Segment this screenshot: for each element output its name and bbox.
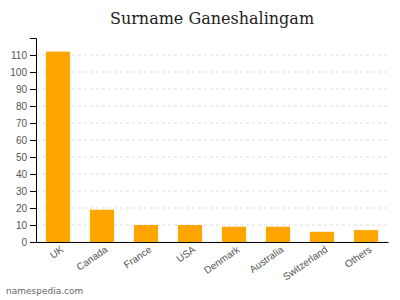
y-tick: 30 bbox=[16, 186, 36, 197]
x-tick: Australia bbox=[247, 243, 286, 275]
grid-line bbox=[36, 191, 388, 192]
y-tick: 80 bbox=[16, 101, 36, 112]
tick-mark bbox=[30, 89, 36, 90]
tick-label: 100 bbox=[10, 67, 27, 78]
tick-mark bbox=[30, 157, 36, 158]
grid-line bbox=[36, 208, 388, 209]
bar bbox=[354, 230, 378, 242]
y-tick: 0 bbox=[21, 237, 36, 248]
y-tick: 50 bbox=[16, 152, 36, 163]
tick-label: 30 bbox=[16, 186, 28, 197]
tick-label: 70 bbox=[16, 118, 28, 129]
y-axis: 0 10 20 30 40 50 60 70 80 90 100 110 bbox=[10, 39, 36, 248]
grid-line bbox=[36, 106, 388, 107]
tick-label: 10 bbox=[16, 220, 28, 231]
tick-mark bbox=[30, 140, 36, 141]
x-tick: Denmark bbox=[202, 243, 242, 276]
x-axis: UK Canada France USADenmarkAustraliaSwitzer… bbox=[37, 243, 389, 283]
tick-label: 90 bbox=[16, 84, 28, 95]
tick-label: 80 bbox=[16, 101, 28, 112]
bar bbox=[222, 227, 246, 242]
grid-line bbox=[36, 157, 388, 158]
grid-line bbox=[36, 123, 388, 124]
tick-label: 0 bbox=[21, 237, 27, 248]
y-tick: 90 bbox=[16, 84, 36, 95]
tick-mark bbox=[30, 72, 36, 73]
tick-mark bbox=[30, 191, 36, 192]
tick-label: Canada bbox=[74, 243, 109, 272]
x-tick: USA bbox=[174, 243, 197, 264]
grid-line bbox=[36, 242, 388, 243]
grid-line bbox=[36, 225, 388, 226]
tick-label: 20 bbox=[16, 203, 28, 214]
grid-line bbox=[36, 72, 388, 73]
footer: namespedia.com bbox=[6, 286, 83, 296]
y-tick: 100 bbox=[10, 67, 36, 78]
bar bbox=[178, 225, 202, 242]
x-tick: Canada bbox=[74, 243, 109, 272]
title: Surname Ganeshalingam bbox=[110, 9, 314, 28]
grid-line bbox=[36, 55, 388, 56]
bar bbox=[266, 227, 290, 242]
tick-label: Australia bbox=[247, 243, 286, 275]
bar bbox=[310, 232, 334, 242]
tick-label: Others bbox=[343, 244, 374, 270]
y-tick: 40 bbox=[16, 169, 36, 180]
tick-mark bbox=[30, 123, 36, 124]
chart: 0102030405060708090100110UKCanadaFranceU… bbox=[0, 0, 400, 300]
tick-label: France bbox=[122, 243, 154, 270]
y-tick: 20 bbox=[16, 203, 36, 214]
bar bbox=[134, 225, 158, 242]
axis-line bbox=[30, 39, 37, 243]
x-tick: Switzerland bbox=[281, 244, 330, 283]
tick-label: 60 bbox=[16, 135, 28, 146]
x-tick: Others bbox=[343, 244, 374, 270]
bars bbox=[46, 52, 378, 242]
tick-label: USA bbox=[174, 243, 197, 264]
grid-line bbox=[36, 140, 388, 141]
tick-label: 50 bbox=[16, 152, 28, 163]
tick-mark bbox=[30, 225, 36, 226]
grid-line bbox=[36, 89, 388, 90]
tick-label: UK bbox=[48, 243, 66, 260]
y-tick: 60 bbox=[16, 135, 36, 146]
grid-line bbox=[36, 174, 388, 175]
tick-label: Denmark bbox=[202, 243, 242, 276]
tick-label: 110 bbox=[11, 50, 27, 61]
tick-mark bbox=[30, 174, 36, 175]
y-tick: 110 bbox=[11, 50, 36, 61]
tick-mark bbox=[30, 242, 36, 243]
bar bbox=[90, 210, 114, 242]
tick-mark bbox=[30, 208, 36, 209]
grid bbox=[36, 55, 388, 242]
tick-label: 40 bbox=[16, 169, 28, 180]
y-tick: 10 bbox=[16, 220, 36, 231]
plot: 0102030405060708090100110UKCanadaFranceU… bbox=[10, 39, 388, 283]
tick-label: Switzerland bbox=[281, 244, 330, 283]
y-tick: 70 bbox=[16, 118, 36, 129]
x-tick: France bbox=[122, 243, 154, 270]
tick-mark bbox=[30, 106, 36, 107]
axis-line bbox=[37, 242, 389, 243]
tick-mark bbox=[30, 55, 36, 56]
x-tick: UK bbox=[48, 243, 66, 260]
bar bbox=[46, 52, 70, 242]
